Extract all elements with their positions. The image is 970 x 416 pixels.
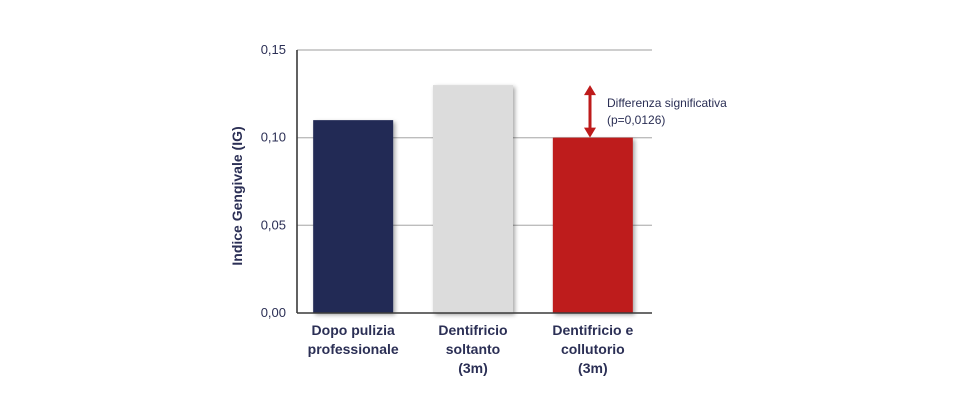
category-label: Dentifricio e collutorio (3m)	[552, 322, 633, 376]
arrow-head-up	[584, 85, 596, 96]
y-tick-label: 0,00	[261, 305, 286, 320]
annotation-text: (p=0,0126)	[607, 113, 665, 127]
y-tick-label: 0,15	[261, 42, 286, 57]
axes	[296, 50, 652, 314]
y-tick-label: 0,10	[261, 130, 286, 145]
bar	[313, 120, 394, 313]
annotation-text: Differenza significativa	[607, 96, 727, 110]
category-label: Dentifricio soltanto (3m)	[438, 322, 507, 376]
arrow-head-down	[584, 127, 596, 138]
bars	[313, 85, 633, 313]
y-tick-labels: 0,00 0,05 0,10 0,15	[261, 42, 286, 320]
y-tick-label: 0,05	[261, 217, 286, 232]
bar	[433, 85, 513, 313]
significance-annotation: Differenza significativa (p=0,0126)	[584, 85, 727, 138]
bar	[552, 137, 633, 313]
category-label: Dopo pulizia professionale	[308, 322, 399, 357]
category-labels: Dopo pulizia professionale Dentifricio solt…	[308, 322, 634, 376]
y-axis-label: Indice Gengivale (IG)	[229, 126, 245, 265]
